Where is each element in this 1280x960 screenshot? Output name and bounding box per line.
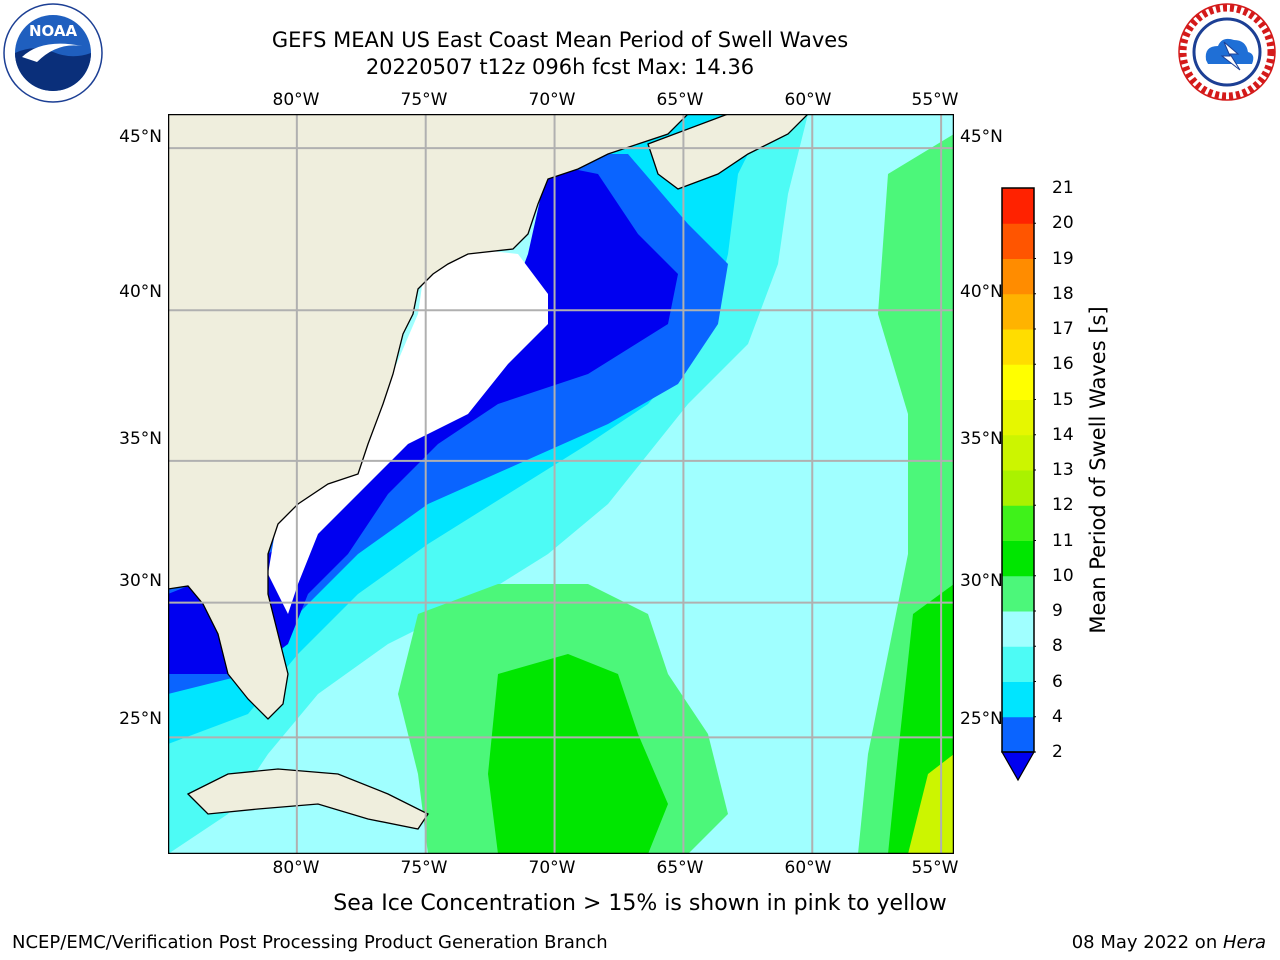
colorbar-swatch-6 [1002,505,1034,541]
colorbar-label-5: 10 [1052,565,1074,586]
lon-tick-bottom-70w: 70°W [528,858,576,878]
map-frame [167,113,955,855]
footer-date: 08 May 2022 on Hera [1072,932,1266,954]
colorbar-swatch-3 [1002,611,1034,647]
colorbar-label-0: 2 [1052,742,1063,762]
graticule [168,114,954,854]
colorbar-frame [1001,187,1035,753]
colorbar-label-8: 13 [1052,460,1074,480]
colorbar-swatch-1 [1002,681,1034,718]
map-panel [167,113,955,855]
lon-tick-bottom-65w: 65°W [656,858,704,878]
lon-tick-top-70w: 70°W [528,90,576,110]
field-no-data [268,244,548,614]
land-nova-scotia [647,114,809,190]
colorbar-label-4: 9 [1052,601,1063,621]
colorbar-label-11: 16 [1052,354,1074,375]
lon-tick-bottom-75w: 75°W [400,858,448,878]
land-cuba [186,768,429,830]
colorbar-label-7: 12 [1052,495,1074,516]
lon-tick-top-55w: 55°W [911,90,959,110]
colorbar-swatch-8 [1002,434,1034,471]
sea-ice-note: Sea Ice Concentration > 15% is shown in … [333,891,947,916]
colorbar-swatch-13 [1002,258,1034,295]
noaa-logo: NOAA [3,3,103,103]
field-green-core [488,654,668,854]
colorbar-label-12: 17 [1052,319,1074,339]
footer-date-text: 08 May 2022 on [1071,932,1223,953]
colorbar-label-1: 4 [1052,706,1063,727]
land-north-america [168,114,689,720]
colorbar-swatch-5 [1002,540,1034,577]
footer-machine: Hera [1222,932,1266,953]
plot-subtitle: 20220507 t12z 096h fcst Max: 14.36 [365,55,755,79]
colorbar-label-13: 18 [1052,283,1074,304]
lat-tick-left-25n: 25°N [119,709,162,729]
colorbar-swatch-12 [1002,293,1034,330]
colorbar-swatch-9 [1002,399,1034,436]
lat-tick-right-45n: 45°N [960,127,1003,147]
colorbar-label-3: 8 [1052,636,1063,657]
colorbar-swatch-10 [1002,364,1034,400]
colorbar-swatch-11 [1002,329,1034,365]
colorbar-label-15: 20 [1052,213,1074,234]
lat-tick-right-35n: 35°N [960,429,1003,449]
lon-tick-bottom-55w: 55°W [911,858,959,878]
colorbar-label-9: 14 [1052,424,1074,445]
colorbar-title: Mean Period of Swell Waves [s] [1086,306,1110,634]
footer-credit: NCEP/EMC/Verification Post Processing Pr… [12,932,608,953]
lat-tick-left-45n: 45°N [119,127,162,147]
lat-tick-left-30n: 30°N [119,571,162,591]
lat-tick-right-25n: 25°N [960,709,1003,729]
colorbar-swatch-4 [1002,575,1034,612]
colorbar [1000,187,1036,782]
swell-period-map [167,113,955,855]
plot-title: GEFS MEAN US East Coast Mean Period of S… [271,28,849,52]
lat-tick-right-30n: 30°N [960,571,1003,591]
colorbar-label-14: 19 [1052,248,1074,269]
lon-tick-bottom-60w: 60°W [784,858,832,878]
field-yellowgreen-se [908,754,954,854]
lon-tick-bottom-80w: 80°W [272,858,320,878]
lon-tick-top-65w: 65°W [656,90,704,110]
lat-tick-left-40n: 40°N [119,282,162,302]
colorbar-swatch-14 [1002,223,1034,259]
lon-tick-top-60w: 60°W [784,90,832,110]
colorbar-swatch-7 [1002,470,1034,506]
colorbar-label-16: 21 [1052,178,1074,198]
lat-tick-left-35n: 35°N [119,429,162,449]
colorbar-swatch-15 [1002,188,1034,224]
svg-text:NOAA: NOAA [29,22,78,40]
nws-logo [1178,3,1276,101]
colorbar-swatch-0 [1002,716,1034,753]
colorbar-label-2: 6 [1052,671,1063,692]
colorbar-label-6: 11 [1052,530,1074,551]
lat-tick-right-40n: 40°N [960,282,1003,302]
lon-tick-top-80w: 80°W [272,90,320,110]
colorbar-under-triangle [1000,751,1036,782]
colorbar-swatch-2 [1002,646,1034,682]
colorbar-label-10: 15 [1052,389,1074,410]
lon-tick-top-75w: 75°W [400,90,448,110]
